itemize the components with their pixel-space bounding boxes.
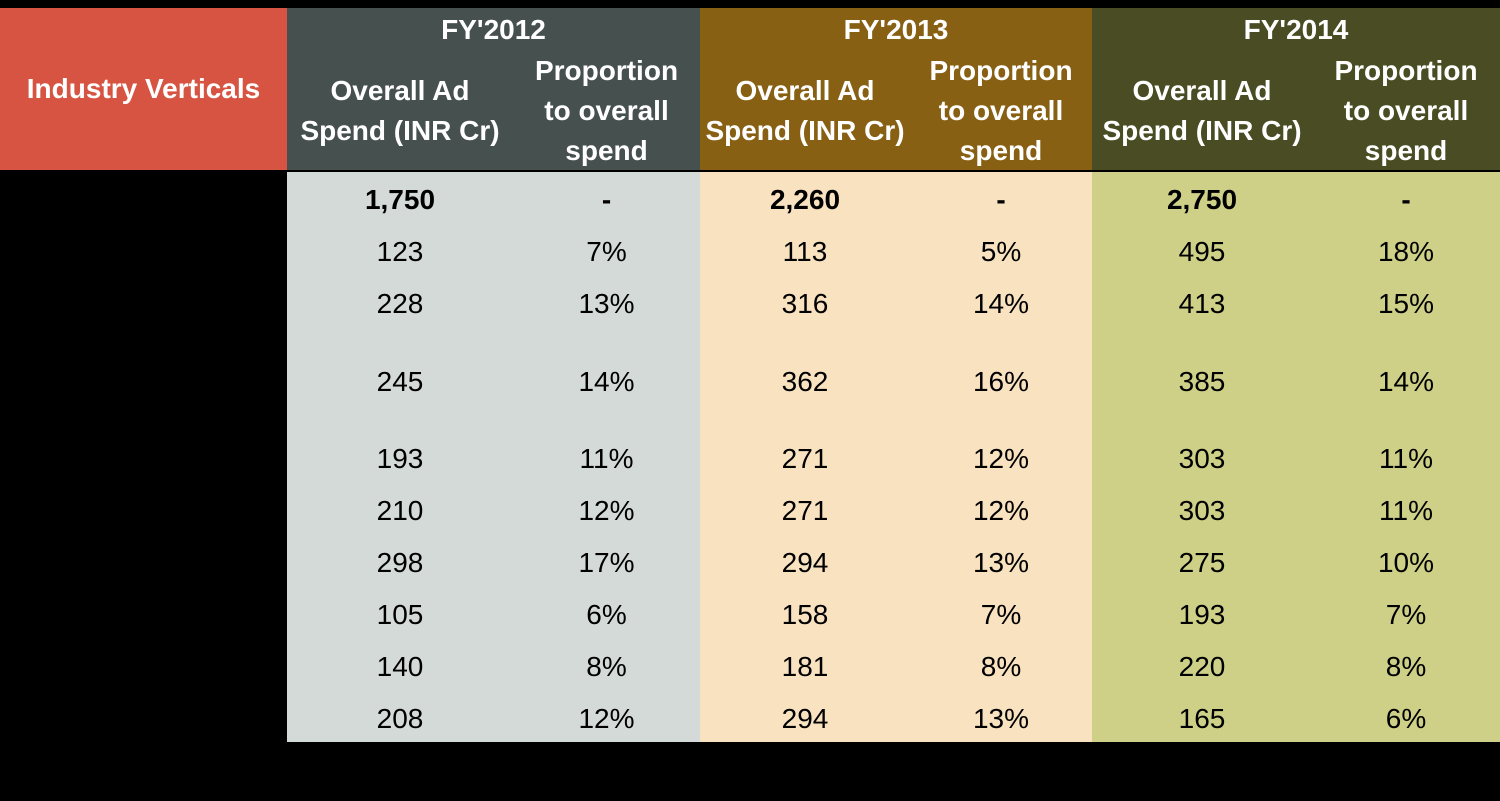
fy2014-spend-cell: 220 — [1178, 651, 1226, 682]
fy2014-proportion-cell: 11% — [1379, 443, 1433, 474]
fy2014-spend-col-header: Overall Ad Spend (INR Cr) — [1092, 52, 1312, 170]
fy2012-proportion-cell: 17% — [578, 547, 635, 578]
fy2014-proportion-cell: 18% — [1377, 236, 1435, 267]
fy2012-total-spend: 1,750 — [364, 184, 436, 215]
fy2013-total-proportion: - — [996, 184, 1006, 215]
fy2014-proportion-cell: 15% — [1377, 288, 1435, 319]
fy2012-total-proportion: - — [601, 184, 612, 215]
fy2013-proportion-cell: 13% — [972, 703, 1030, 734]
fy2014-spend-cell: 303 — [1178, 443, 1226, 474]
fy2013-total-spend: 2,260 — [769, 184, 841, 215]
fy2012-spend-cell: 123 — [376, 236, 424, 267]
fy2014-spend-cell: 495 — [1178, 236, 1226, 267]
fy2012-proportion-cell: 8% — [586, 651, 627, 682]
fy2013-proportion-cell: 12% — [972, 443, 1030, 474]
fy2013-spend-cell: 294 — [781, 703, 829, 734]
fy2013-spend-cell: 113 — [782, 236, 828, 267]
fy2012-spend-cell: 210 — [376, 495, 424, 526]
fy2012-proportion-cell: 12% — [578, 495, 635, 526]
fy2013-year-header: FY'2013 — [700, 8, 1092, 52]
fy2012-proportion-cell: 7% — [586, 236, 627, 267]
fy2012-spend-cell: 208 — [376, 703, 424, 734]
fy2013-spend-cell: 362 — [781, 366, 829, 397]
fy2012-spend-cell: 140 — [376, 651, 424, 682]
fy2014-year-header: FY'2014 — [1092, 8, 1500, 52]
fy2013-body-band — [700, 172, 1092, 742]
fy2014-spend-cell: 165 — [1178, 703, 1226, 734]
fy2012-spend-cell: 105 — [376, 599, 424, 630]
fy2013-spend-cell: 271 — [781, 495, 829, 526]
fy2014-proportion-cell: 11% — [1379, 495, 1433, 526]
fy2014-spend-cell: 303 — [1178, 495, 1226, 526]
fy2013-spend-cell: 271 — [781, 443, 829, 474]
fy2014-spend-cell: 413 — [1178, 288, 1226, 319]
fy2013-spend-cell: 316 — [781, 288, 829, 319]
fy2012-spend-col-header: Overall Ad Spend (INR Cr) — [287, 52, 513, 170]
fy2012-proportion-cell: 12% — [578, 703, 635, 734]
industry-verticals-header: Industry Verticals — [0, 8, 287, 170]
fy2012-spend-cell: 193 — [376, 443, 424, 474]
fy2012-proportion-cell: 11% — [579, 443, 634, 474]
fy2014-proportion-cell: 14% — [1377, 366, 1435, 397]
fy2013-proportion-cell: 7% — [980, 599, 1022, 630]
fy2013-spend-cell: 181 — [781, 651, 829, 682]
fy2012-year-header: FY'2012 — [287, 8, 700, 52]
fy2013-proportion-cell: 16% — [972, 366, 1030, 397]
fy2013-spend-col-header: Overall Ad Spend (INR Cr) — [700, 52, 910, 170]
fy2012-body-band — [287, 172, 700, 742]
fy2012-proportion-cell: 13% — [578, 288, 635, 319]
fy2014-total-spend: 2,750 — [1166, 184, 1238, 215]
fy2014-body-band — [1092, 172, 1500, 742]
fy2012-spend-cell: 228 — [376, 288, 424, 319]
fy2014-proportion-cell: 6% — [1385, 703, 1427, 734]
fy2013-proportion-cell: 13% — [972, 547, 1030, 578]
fy2014-proportion-cell: 8% — [1385, 651, 1427, 682]
fy2014-spend-cell: 275 — [1178, 547, 1226, 578]
fy2012-spend-cell: 245 — [376, 366, 424, 397]
fy2012-proportion-cell: 14% — [578, 366, 635, 397]
fy2012-proportion-cell: 6% — [586, 599, 627, 630]
fy2012-proportion-col-header: Proportion to overall spend — [513, 52, 700, 170]
fy2013-proportion-cell: 12% — [972, 495, 1030, 526]
fy2014-proportion-col-header: Proportion to overall spend — [1312, 52, 1500, 170]
fy2014-spend-cell: 193 — [1178, 599, 1226, 630]
fy2014-total-proportion: - — [1401, 184, 1411, 215]
fy2013-proportion-cell: 14% — [972, 288, 1030, 319]
fy2012-spend-cell: 298 — [376, 547, 424, 578]
fy2013-spend-cell: 158 — [781, 599, 829, 630]
fy2013-proportion-cell: 8% — [980, 651, 1022, 682]
fy2014-proportion-cell: 10% — [1377, 547, 1435, 578]
fy2013-proportion-col-header: Proportion to overall spend — [910, 52, 1092, 170]
fy2014-spend-cell: 385 — [1178, 366, 1226, 397]
fy2014-proportion-cell: 7% — [1385, 599, 1427, 630]
fy2013-proportion-cell: 5% — [980, 236, 1022, 267]
fy2013-spend-cell: 294 — [781, 547, 829, 578]
